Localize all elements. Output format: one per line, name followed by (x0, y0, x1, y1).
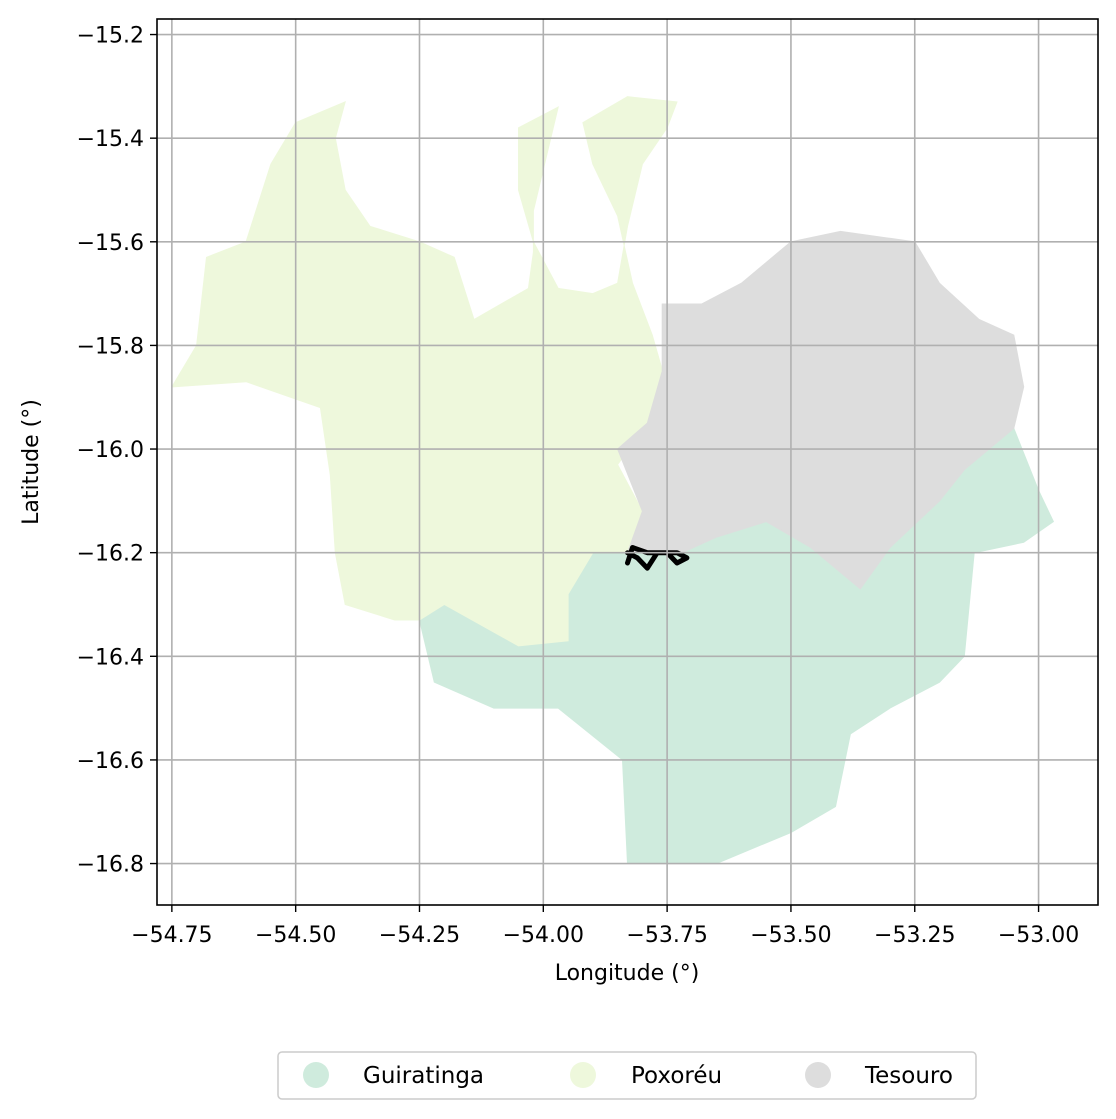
y-axis-label: Latitude (°) (19, 399, 44, 525)
x-axis-label: Longitude (°) (555, 961, 700, 986)
legend-label-tesouro: Tesouro (864, 1063, 953, 1089)
y-tick-label: −16.8 (77, 853, 144, 878)
legend-marker-tesouro (805, 1062, 831, 1088)
x-tick-label: −54.50 (255, 923, 336, 948)
route-layer (625, 545, 690, 571)
x-tick-label: −53.50 (750, 923, 831, 948)
x-tick-label: −53.25 (874, 923, 955, 948)
y-tick-label: −15.6 (77, 231, 144, 256)
legend-label-poxoreu: Poxoréu (631, 1063, 722, 1089)
legend-marker-poxoreu (570, 1062, 596, 1088)
x-tick-label: −54.00 (503, 923, 584, 948)
y-tick-label: −16.0 (77, 438, 144, 463)
grid-layer (157, 19, 1098, 905)
region-tesouro (617, 230, 1025, 590)
plot-frame (156, 18, 1099, 906)
y-tick-label: −15.4 (77, 127, 144, 152)
x-tick-label: −54.75 (131, 923, 212, 948)
legend-frame (277, 1051, 977, 1100)
legend-label-guiratinga: Guiratinga (363, 1063, 484, 1089)
x-axis-ticks: −54.75 −54.50 −54.25 −54.00 −53.75 −53.50 −53.… (131, 905, 1079, 948)
x-tick-label: −53.00 (998, 923, 1079, 948)
y-axis-ticks: −15.2 −15.4 −15.6 −15.8 −16.0 −16.2 −16.4 −16.6… (77, 24, 157, 878)
regions-layer (170, 96, 1055, 864)
y-tick-label: −16.2 (77, 542, 144, 567)
x-tick-label: −53.75 (626, 923, 707, 948)
region-poxoreu (170, 96, 678, 647)
y-tick-label: −16.6 (77, 749, 144, 774)
x-tick-label: −54.25 (379, 923, 460, 948)
legend: Guiratinga Poxoréu Tesouro (277, 1051, 977, 1100)
y-tick-label: −15.2 (77, 24, 144, 49)
y-tick-label: −15.8 (77, 334, 144, 359)
legend-marker-guiratinga (303, 1062, 329, 1088)
y-tick-label: −16.4 (77, 645, 144, 670)
route-line (625, 545, 690, 571)
